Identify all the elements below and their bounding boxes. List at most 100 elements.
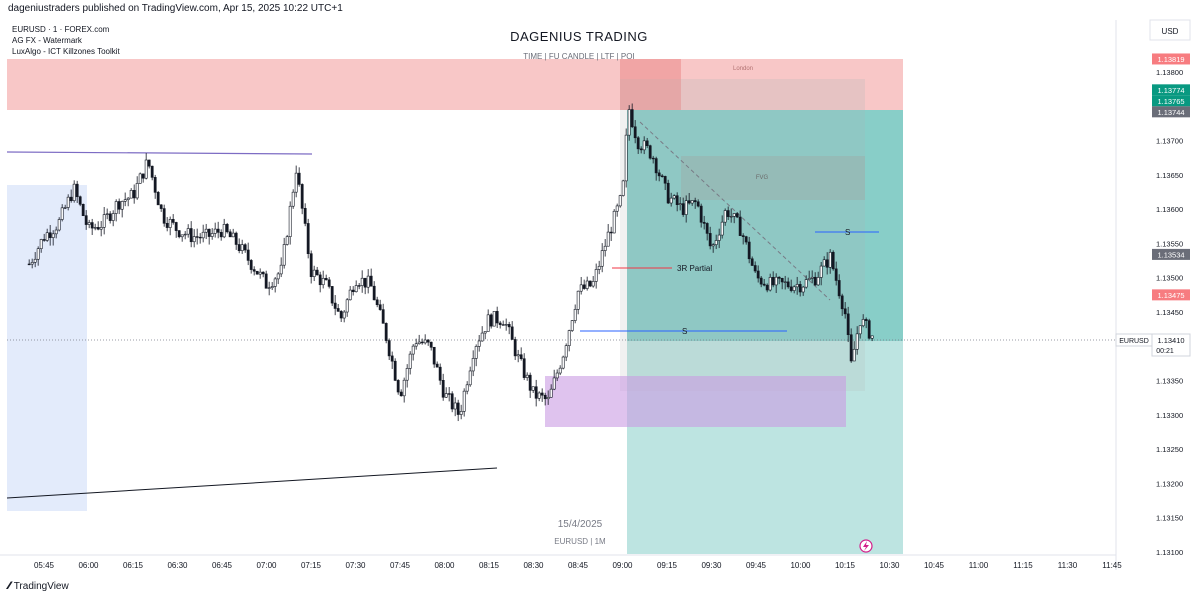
candle-up <box>345 299 349 313</box>
y-tick-label: 1.13600 <box>1156 205 1183 214</box>
legend-line-3[interactable]: LuxAlgo - ICT Killzones Toolkit <box>12 47 121 56</box>
candles <box>27 103 874 422</box>
candle-up <box>138 173 142 184</box>
candle-up <box>285 236 289 245</box>
chart-title: DAGENIUS TRADING <box>510 29 648 44</box>
candle-down <box>831 251 835 270</box>
candle-up <box>465 384 469 392</box>
candle-up <box>480 332 484 342</box>
partial-label: 3R Partial <box>677 264 712 273</box>
x-tick-label: 06:15 <box>123 561 144 570</box>
x-tick-label: 07:30 <box>345 561 366 570</box>
candle-down <box>429 341 433 348</box>
candle-down <box>228 231 232 238</box>
candle-down <box>300 184 304 209</box>
candle-up <box>486 314 490 332</box>
candle-up <box>348 289 352 301</box>
x-tick-label: 09:15 <box>657 561 678 570</box>
diagonal-dashed-line[interactable] <box>639 121 831 301</box>
brand-text: TradingView <box>13 580 69 592</box>
candle-up <box>72 183 76 201</box>
candle-down <box>693 200 697 203</box>
x-tick-label: 07:15 <box>301 561 322 570</box>
candle-down <box>234 232 238 245</box>
candle-up <box>39 239 43 250</box>
candle-up <box>102 214 106 228</box>
y-tick-label: 1.13700 <box>1156 137 1183 146</box>
candle-up <box>627 109 631 136</box>
candle-down <box>363 277 367 288</box>
candle-down <box>528 374 532 391</box>
candle-down <box>27 263 31 266</box>
candle-down <box>318 274 322 286</box>
candle-down <box>636 137 640 150</box>
candle-down <box>165 222 169 228</box>
candle-down <box>306 223 310 254</box>
candle-down <box>174 222 178 231</box>
candle-down <box>150 165 154 178</box>
candle-up <box>684 200 688 215</box>
s-label-low: S <box>682 327 687 336</box>
candle-down <box>522 358 526 378</box>
candle-up <box>804 279 808 288</box>
candle-up <box>783 281 787 283</box>
candle-down <box>324 277 328 281</box>
legend-line-2[interactable]: AG FX - Watermark <box>12 36 83 45</box>
candle-up <box>549 388 553 398</box>
candle-up <box>135 183 139 199</box>
candle-down <box>303 208 307 224</box>
tradingview-brand[interactable]: ⁄⁄ TradingView <box>8 580 69 592</box>
candle-down <box>837 280 841 297</box>
candle-down <box>177 230 181 238</box>
candle-down <box>153 177 157 193</box>
candle-down <box>255 270 259 275</box>
candle-up <box>516 354 520 357</box>
symbol-tag-text: EURUSD <box>1119 338 1149 345</box>
currency-box[interactable] <box>1149 19 1191 41</box>
candle-down <box>657 172 661 177</box>
candle-up <box>852 348 856 362</box>
candle-down <box>243 244 247 251</box>
range-high-line[interactable] <box>6 151 313 155</box>
x-tick-label: 08:30 <box>523 561 544 570</box>
candle-down <box>696 201 700 207</box>
candle-up <box>621 180 625 196</box>
candle-up <box>678 203 682 205</box>
x-tick-label: 10:45 <box>924 561 945 570</box>
candle-up <box>618 195 622 207</box>
candle-down <box>609 231 613 234</box>
candle-down <box>162 208 166 224</box>
candle-down <box>510 326 514 340</box>
candle-down <box>543 394 547 400</box>
legend-line-1[interactable]: EURUSD · 1 · FOREX.com <box>12 25 110 34</box>
candle-up <box>606 231 610 247</box>
candle-down <box>519 354 523 360</box>
candle-down <box>534 386 538 399</box>
candle-down <box>651 157 655 160</box>
candle-up <box>201 231 205 239</box>
candle-up <box>585 280 589 289</box>
candle-up <box>807 278 811 280</box>
candle-down <box>420 341 424 344</box>
candle-up <box>801 286 805 293</box>
candle-up <box>792 286 796 291</box>
last-price-text: 1.13410 <box>1157 336 1184 345</box>
x-tick-label: 09:00 <box>612 561 633 570</box>
candle-up <box>288 205 292 237</box>
candle-down <box>867 320 871 339</box>
trend-low-line[interactable] <box>6 467 498 499</box>
candle-down <box>699 205 703 223</box>
candle-down <box>264 273 268 289</box>
candle-up <box>474 346 478 359</box>
candle-down <box>834 268 838 281</box>
x-tick-label: 09:45 <box>746 561 767 570</box>
candle-up <box>774 276 778 286</box>
candle-up <box>477 340 481 347</box>
candle-up <box>690 200 694 204</box>
candle-down <box>132 189 136 199</box>
candle-down <box>456 402 460 415</box>
candle-down <box>726 210 730 217</box>
candle-up <box>51 233 55 238</box>
candle-up <box>714 240 718 245</box>
